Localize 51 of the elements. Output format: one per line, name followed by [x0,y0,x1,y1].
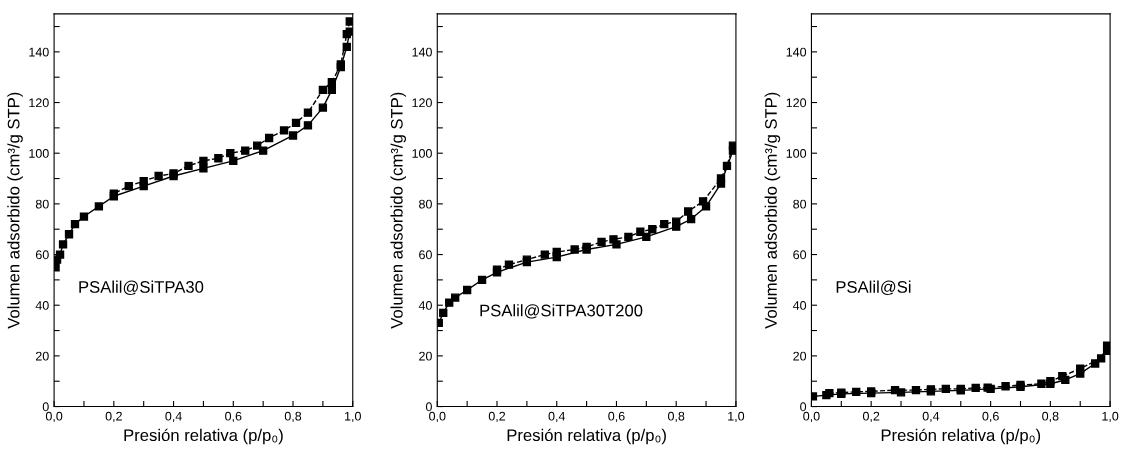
y-tick-label: 20 [35,351,49,361]
x-tick-label: 0,8 [284,411,302,423]
y-tick-label: 100 [786,149,807,158]
y-tick-label: 140 [412,47,432,57]
x-tick-label: 0,0 [429,411,446,423]
y-tick-label: 60 [419,250,432,260]
y-axis-title: Volumen adsorbido (cm³/g STP) [764,92,781,329]
x-axis-title: Presión relativa (p/p₀) [881,428,1041,445]
y-tick-label: 20 [793,351,807,361]
annotation: PSAlil@Si [836,280,911,295]
x-axis-title: Presión relativa (p/p₀) [507,428,666,445]
x-tick-label: 0,6 [225,411,242,423]
y-tick-label: 40 [35,301,49,310]
x-tick-label: 0,4 [165,411,182,423]
x-tick-label: 1,0 [345,411,361,423]
y-tick-label: 0 [425,402,432,412]
y-tick-label: 120 [29,98,49,108]
x-tick-label: 0,8 [1042,411,1059,423]
x-tick-label: 0,4 [922,411,940,423]
x-tick-label: 0,6 [982,411,999,423]
x-tick-label: 0,0 [45,411,63,423]
y-tick-label: 140 [29,47,49,57]
y-tick-label: 0 [800,402,807,412]
y-tick-label: 60 [793,250,807,260]
y-tick-label: 20 [419,351,432,361]
x-tick-label: 1,0 [1102,411,1119,423]
y-tick-label: 60 [35,250,49,260]
x-tick-label: 0,0 [803,411,820,423]
y-tick-label: 80 [35,199,49,209]
x-tick-label: 0,2 [105,411,122,423]
x-tick-label: 1,0 [728,411,745,423]
y-tick-label: 120 [786,98,807,108]
y-tick-label: 0 [42,402,49,412]
y-tick-label: 100 [29,149,49,158]
annotation: PSAlil@SiTPA30 [79,280,204,295]
y-tick-label: 140 [786,47,807,57]
y-tick-label: 80 [419,199,432,209]
x-tick-label: 0,8 [668,411,685,423]
annotation: PSAlil@SiTPA30T200 [480,304,643,319]
x-tick-label: 0,2 [488,411,506,423]
x-axis-title: Presión relativa (p/p₀) [124,428,283,445]
y-tick-label: 40 [418,301,432,310]
x-tick-label: 0,2 [862,411,880,423]
y-tick-label: 100 [412,149,432,158]
x-tick-label: 0,4 [548,411,566,423]
y-tick-label: 80 [793,199,807,209]
y-tick-label: 40 [792,301,807,310]
y-tick-label: 120 [412,98,432,108]
y-axis-title: Volumen adsorbido (cm³/g STP) [390,92,407,329]
y-axis-title: Volumen adsorbido (cm³/g STP) [7,92,23,329]
x-tick-label: 0,6 [608,411,625,423]
